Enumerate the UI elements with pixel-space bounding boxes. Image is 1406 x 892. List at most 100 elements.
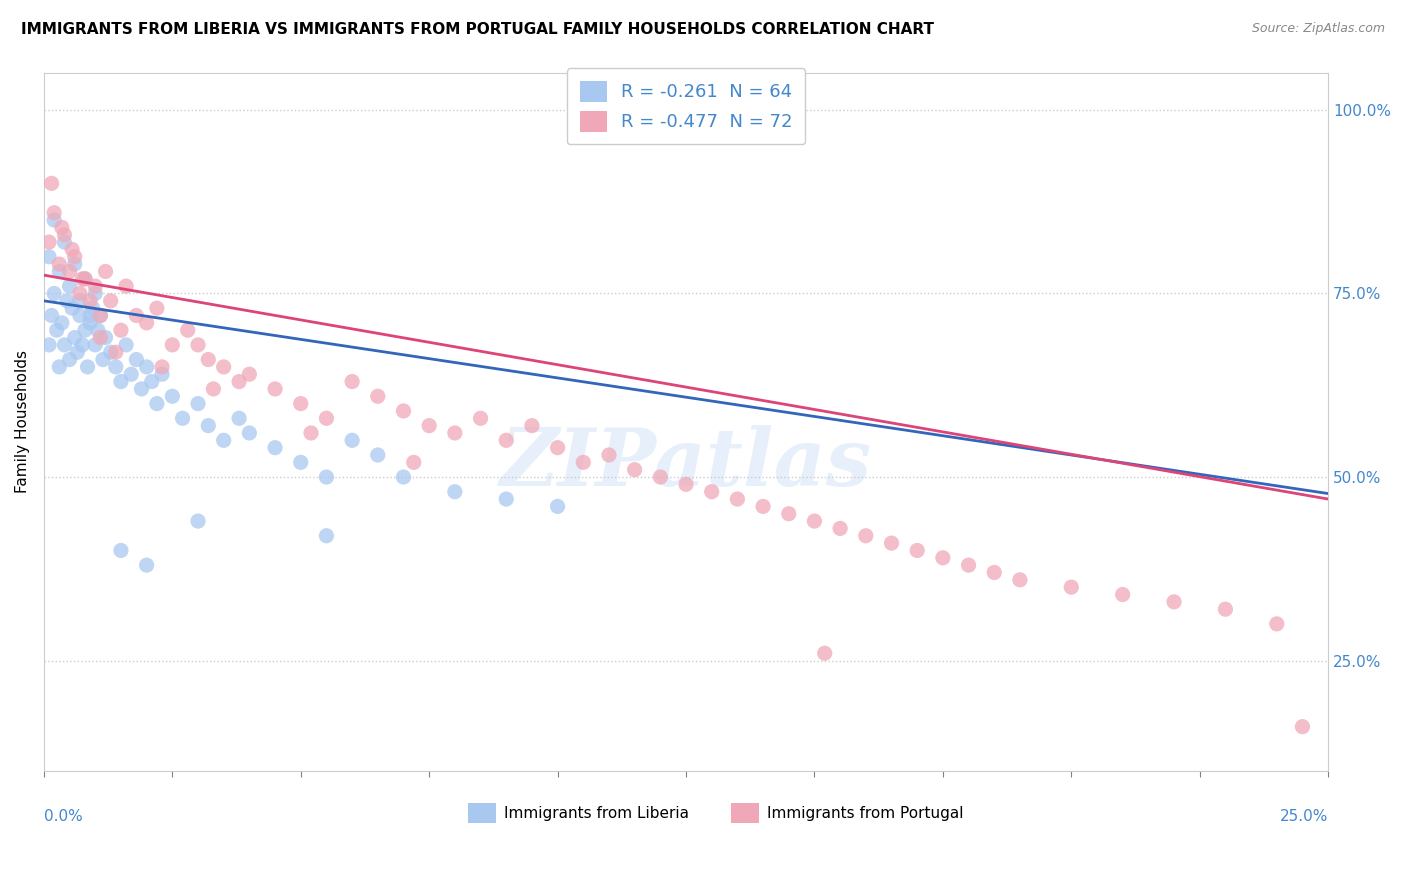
Point bbox=[53, 235, 76, 249]
Point bbox=[56, 293, 79, 308]
Point bbox=[418, 418, 440, 433]
Point bbox=[72, 338, 94, 352]
Point bbox=[66, 345, 89, 359]
Point bbox=[79, 293, 101, 308]
Point bbox=[315, 411, 337, 425]
Point bbox=[1265, 616, 1288, 631]
Point bbox=[392, 404, 415, 418]
Point bbox=[572, 455, 595, 469]
Point bbox=[53, 338, 76, 352]
Point bbox=[100, 345, 122, 359]
Point bbox=[73, 272, 96, 286]
Text: 25.0%: 25.0% bbox=[1279, 809, 1329, 824]
Point bbox=[983, 566, 1005, 580]
Point bbox=[79, 316, 101, 330]
Y-axis label: Family Households: Family Households bbox=[15, 351, 30, 493]
Point bbox=[94, 264, 117, 278]
Point bbox=[495, 491, 517, 506]
Point bbox=[135, 558, 157, 573]
Bar bbox=[468, 804, 496, 823]
Point bbox=[162, 389, 184, 403]
Point bbox=[38, 338, 60, 352]
Point bbox=[110, 375, 132, 389]
Point bbox=[340, 434, 363, 448]
Point bbox=[650, 470, 672, 484]
Point bbox=[172, 411, 194, 425]
Text: IMMIGRANTS FROM LIBERIA VS IMMIGRANTS FROM PORTUGAL FAMILY HOUSEHOLDS CORRELATIO: IMMIGRANTS FROM LIBERIA VS IMMIGRANTS FR… bbox=[21, 22, 934, 37]
Point bbox=[115, 338, 138, 352]
Point bbox=[104, 359, 127, 374]
Point bbox=[367, 389, 389, 403]
Bar bbox=[731, 804, 759, 823]
Point bbox=[141, 375, 163, 389]
Point bbox=[402, 455, 425, 469]
Point bbox=[89, 309, 111, 323]
Point bbox=[48, 264, 70, 278]
Point bbox=[104, 345, 127, 359]
Point bbox=[855, 529, 877, 543]
Point bbox=[41, 177, 63, 191]
Point bbox=[598, 448, 620, 462]
Point bbox=[905, 543, 928, 558]
Point bbox=[187, 514, 209, 528]
Point bbox=[48, 359, 70, 374]
Point bbox=[495, 434, 517, 448]
Point bbox=[84, 279, 107, 293]
Point bbox=[187, 396, 209, 410]
Point bbox=[212, 359, 235, 374]
Point bbox=[1163, 595, 1185, 609]
Point bbox=[100, 293, 122, 308]
Point bbox=[1291, 720, 1313, 734]
Point bbox=[264, 382, 287, 396]
Point bbox=[58, 352, 80, 367]
Point bbox=[752, 500, 775, 514]
Point bbox=[547, 500, 569, 514]
Point bbox=[110, 543, 132, 558]
Point bbox=[880, 536, 903, 550]
Point bbox=[162, 338, 184, 352]
Point bbox=[1111, 587, 1133, 601]
Point bbox=[125, 352, 148, 367]
Point bbox=[53, 227, 76, 242]
Point bbox=[340, 375, 363, 389]
Point bbox=[89, 309, 111, 323]
Point bbox=[72, 272, 94, 286]
Point bbox=[392, 470, 415, 484]
Point bbox=[38, 235, 60, 249]
Point bbox=[803, 514, 825, 528]
Point bbox=[89, 330, 111, 344]
Point bbox=[146, 301, 169, 315]
Point bbox=[44, 205, 66, 219]
Point bbox=[63, 257, 86, 271]
Point bbox=[38, 250, 60, 264]
Point bbox=[1215, 602, 1237, 616]
Point bbox=[58, 279, 80, 293]
Point bbox=[91, 352, 114, 367]
Point bbox=[58, 264, 80, 278]
Point bbox=[131, 382, 153, 396]
Point bbox=[197, 418, 219, 433]
Point bbox=[1060, 580, 1083, 594]
Point bbox=[367, 448, 389, 462]
Point bbox=[51, 220, 73, 235]
Point bbox=[444, 484, 467, 499]
Point bbox=[135, 316, 157, 330]
Point bbox=[44, 213, 66, 227]
Point bbox=[470, 411, 492, 425]
Point bbox=[315, 470, 337, 484]
Point bbox=[238, 368, 260, 382]
Point bbox=[146, 396, 169, 410]
Point bbox=[150, 359, 173, 374]
Point bbox=[228, 375, 250, 389]
Point bbox=[84, 338, 107, 352]
Point bbox=[202, 382, 225, 396]
Point bbox=[60, 243, 83, 257]
Point bbox=[547, 441, 569, 455]
Point bbox=[48, 257, 70, 271]
Point bbox=[228, 411, 250, 425]
Point bbox=[150, 368, 173, 382]
Point bbox=[264, 441, 287, 455]
Point bbox=[299, 425, 322, 440]
Point bbox=[177, 323, 200, 337]
Point bbox=[957, 558, 980, 573]
